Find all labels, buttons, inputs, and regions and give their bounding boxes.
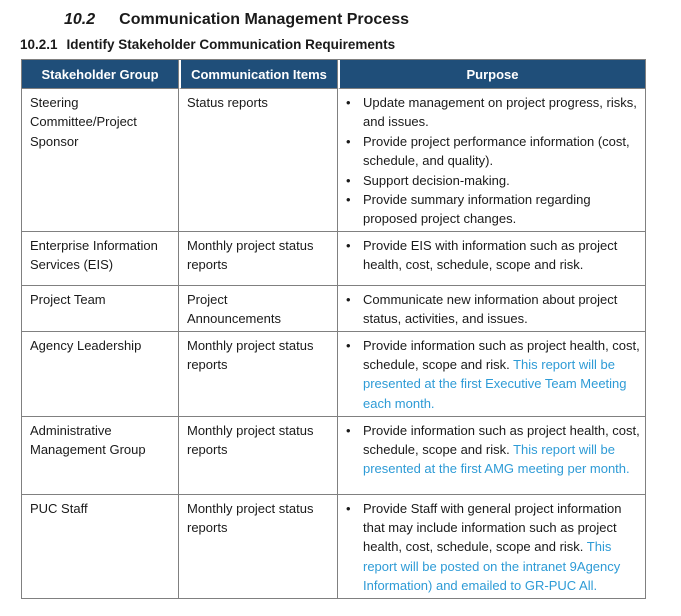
purpose-cell: • Update management on project progress, … <box>338 89 646 232</box>
purpose-cell: • Provide information such as project hea… <box>338 331 646 417</box>
table-row: Agency Leadership Monthly project status … <box>22 331 646 417</box>
bullet-icon: • <box>346 422 351 438</box>
body-text: Provide project performance information … <box>363 133 630 169</box>
stakeholder-group-cell: PUC Staff <box>22 494 179 599</box>
section-number: 10.2 <box>64 11 96 28</box>
column-header-communication-items: Communication Items <box>179 60 338 89</box>
communication-items-cell: Monthly project status reports <box>179 494 338 599</box>
table-row: Administrative Management Group Monthly p… <box>22 416 646 495</box>
bullet-item: • Provide information such as project hea… <box>346 336 641 414</box>
bullet-text: Communicate new information about projec… <box>363 290 641 329</box>
bullet-icon: • <box>346 337 351 353</box>
purpose-cell: • Provide EIS with information such as pr… <box>338 231 646 286</box>
subsection-number: 10.2.1 <box>20 37 58 52</box>
bullet-text: Provide Staff with general project infor… <box>363 499 641 596</box>
body-text: Provide information such as project heal… <box>363 422 640 458</box>
body-text: Provide EIS with information such as pro… <box>363 237 618 273</box>
bullet-text: Provide information such as project heal… <box>363 336 641 414</box>
stakeholder-group-cell: Project Team <box>22 285 179 332</box>
body-text: Support decision-making. <box>363 172 510 188</box>
bullet-icon: • <box>346 291 351 307</box>
subsection-heading: 10.2.1 Identify Stakeholder Communication… <box>20 37 395 52</box>
table-row: Steering Committee/Project Sponsor Status… <box>22 89 646 232</box>
body-text: Provide summary information regarding pr… <box>363 192 591 227</box>
bullet-item: • Update management on project progress, … <box>346 93 641 132</box>
bullet-item: • Support decision-making. <box>346 171 641 190</box>
bullet-text: Provide EIS with information such as pro… <box>363 236 641 275</box>
bullet-text: Provide project performance information … <box>363 132 641 171</box>
column-header-purpose: Purpose <box>338 60 646 89</box>
bullet-text: Update management on project progress, r… <box>363 93 641 132</box>
stakeholder-communication-table: Stakeholder Group Communication Items Purp… <box>21 59 646 599</box>
bullet-text: Provide information such as project heal… <box>363 421 641 479</box>
bullet-icon: • <box>346 500 351 516</box>
table-row: Enterprise Information Services (EIS) Mon… <box>22 231 646 286</box>
bullet-text: Support decision-making. <box>363 171 641 190</box>
communication-items-cell: Project Announcements <box>179 285 338 332</box>
bullet-icon: • <box>346 95 351 110</box>
highlighted-text: This report will be presented at the fir… <box>363 357 627 411</box>
bullet-item: • Communicate new information about proje… <box>346 290 641 329</box>
communication-items-cell: Monthly project status reports <box>179 331 338 417</box>
table-row: PUC Staff Monthly project status reports •… <box>22 494 646 599</box>
communication-items-cell: Monthly project status reports <box>179 231 338 286</box>
section-heading: 10.2 Communication Management Process <box>64 11 409 29</box>
bullet-item: • Provide project performance information… <box>346 132 641 171</box>
bullet-text: Provide summary information regarding pr… <box>363 190 641 229</box>
column-header-stakeholder-group: Stakeholder Group <box>22 60 179 89</box>
bullet-icon: • <box>346 172 351 188</box>
stakeholder-group-cell: Agency Leadership <box>22 331 179 417</box>
bullet-item: • Provide EIS with information such as pr… <box>346 236 641 275</box>
purpose-cell: • Provide information such as project hea… <box>338 416 646 495</box>
subsection-title: Identify Stakeholder Communication Requi… <box>66 37 396 52</box>
bullet-icon: • <box>346 237 351 253</box>
table-row: Project Team Project Announcements • Commun… <box>22 285 646 332</box>
section-title: Communication Management Process <box>119 11 409 28</box>
purpose-cell: • Provide Staff with general project info… <box>338 494 646 599</box>
body-text: Update management on project progress, r… <box>363 95 637 130</box>
stakeholder-group-cell: Enterprise Information Services (EIS) <box>22 231 179 286</box>
body-text: Provide Staff with general project infor… <box>363 500 622 555</box>
body-text: Communicate new information about projec… <box>363 291 618 327</box>
table-header-row: Stakeholder Group Communication Items Purp… <box>22 60 646 89</box>
highlighted-text: This report will be presented at the fir… <box>363 442 630 477</box>
bullet-icon: • <box>346 192 351 208</box>
communication-items-cell: Monthly project status reports <box>179 416 338 495</box>
bullet-item: • Provide Staff with general project info… <box>346 499 641 596</box>
stakeholder-group-cell: Administrative Management Group <box>22 416 179 495</box>
bullet-icon: • <box>346 133 351 149</box>
bullet-item: • Provide information such as project hea… <box>346 421 641 479</box>
bullet-item: • Provide summary information regarding p… <box>346 190 641 229</box>
highlighted-text: This report will be posted on the intran… <box>363 539 621 594</box>
communication-items-cell: Status reports <box>179 89 338 232</box>
purpose-cell: • Communicate new information about proje… <box>338 285 646 332</box>
body-text: Provide information such as project heal… <box>363 337 640 373</box>
stakeholder-group-cell: Steering Committee/Project Sponsor <box>22 89 179 232</box>
